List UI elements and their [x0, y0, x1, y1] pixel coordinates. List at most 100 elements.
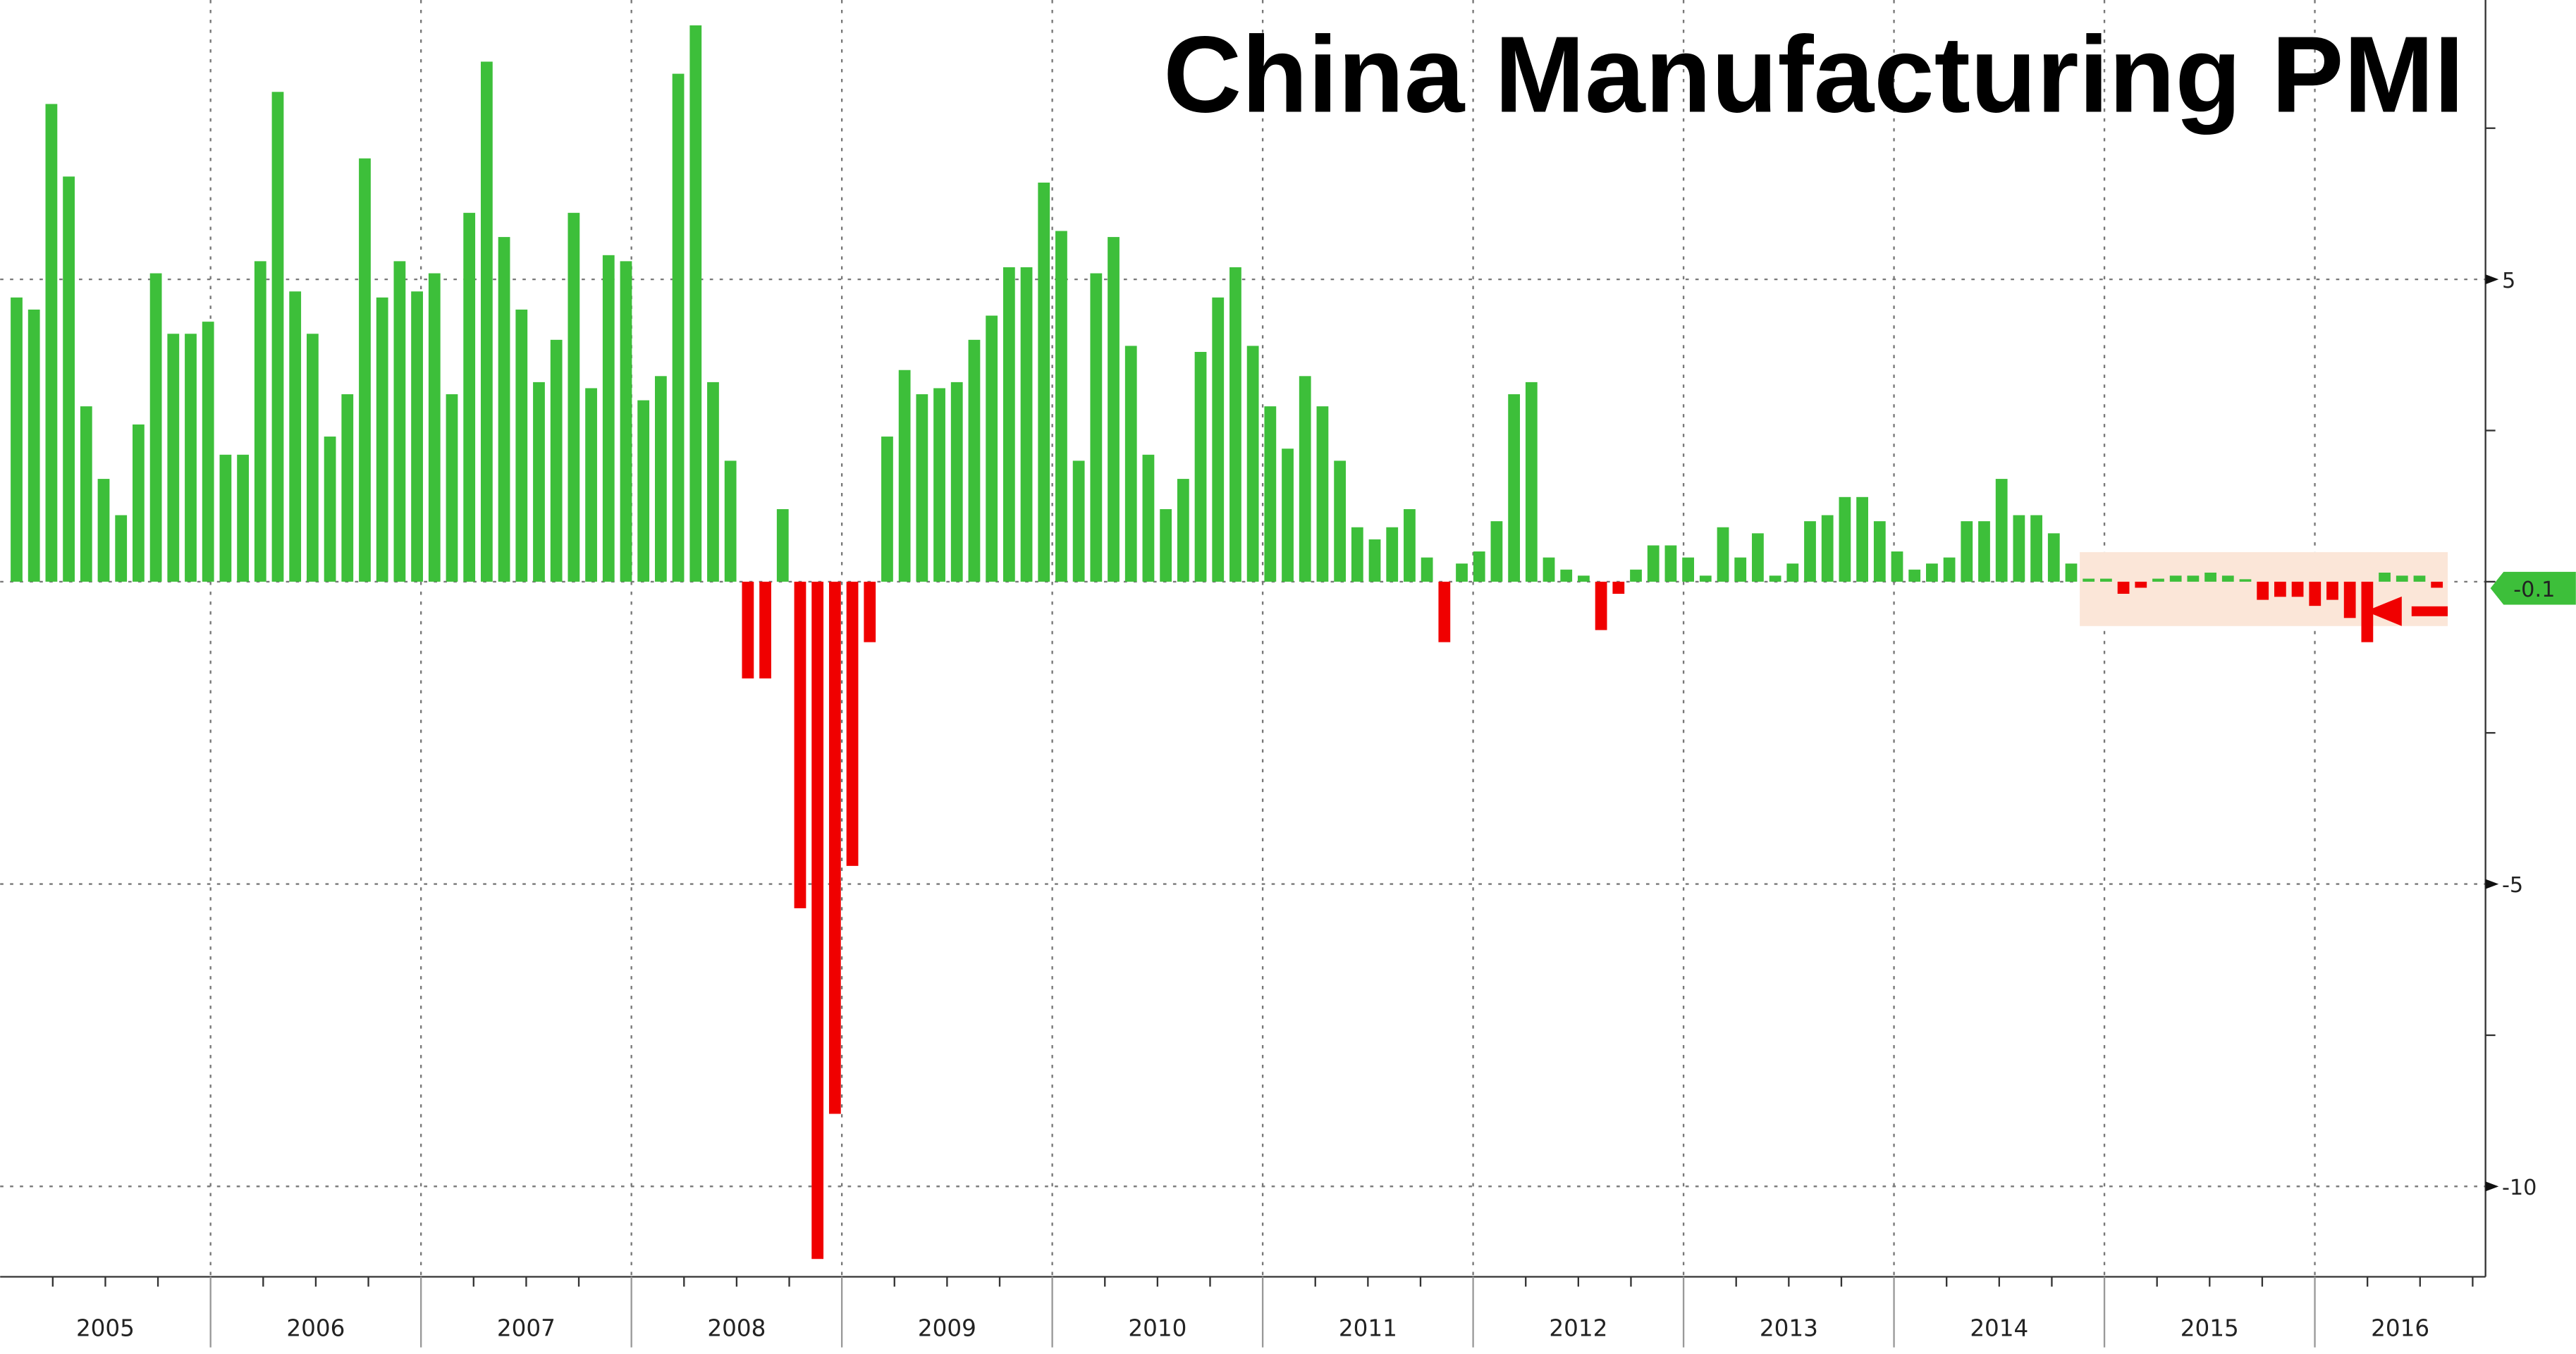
bar [2343, 581, 2356, 618]
bar [359, 158, 371, 582]
bar [533, 382, 545, 582]
bar [376, 297, 388, 582]
bar [115, 515, 128, 582]
year-label: 2012 [1549, 1315, 1607, 1341]
bar [1386, 527, 1399, 582]
bar [1508, 394, 1521, 582]
bar [2396, 575, 2408, 582]
bar [2239, 579, 2252, 582]
bar [2152, 578, 2164, 582]
bar [1560, 569, 1573, 582]
x-ticks: 2005 2006 2007 2008 2009 2010 2011 2012 2013 2014… [51, 1276, 2474, 1348]
bar [550, 339, 563, 582]
bar [1856, 496, 1868, 582]
bar [672, 73, 685, 582]
bar [707, 382, 719, 582]
bar [289, 291, 302, 582]
bar [828, 581, 841, 1114]
bar [1786, 563, 1799, 582]
bar [568, 212, 580, 582]
bar [2169, 575, 2182, 582]
bar [776, 508, 789, 582]
bar [1943, 557, 1956, 582]
year-label: 2005 [76, 1315, 135, 1341]
bar [254, 261, 266, 582]
y-tick-label: -10 [2502, 1176, 2537, 1200]
bar [1020, 267, 1033, 582]
bar [1769, 575, 1781, 582]
bar [794, 581, 806, 908]
bar [986, 315, 998, 582]
bar [1072, 461, 1085, 582]
bar [515, 309, 528, 582]
bar [1142, 454, 1155, 582]
bar [654, 376, 667, 582]
bar [846, 581, 859, 866]
bar [2013, 515, 2025, 582]
bar [480, 61, 493, 582]
bar [2221, 575, 2234, 582]
bar [1630, 569, 1642, 582]
bar [1682, 557, 1694, 582]
bar [341, 394, 354, 582]
bar [1717, 527, 1729, 582]
bar [11, 297, 23, 582]
year-label: 2007 [497, 1315, 556, 1341]
year-label: 2006 [286, 1315, 345, 1341]
bar [1421, 557, 1433, 582]
bar [1229, 267, 1241, 582]
bar [1542, 557, 1555, 582]
bar [1699, 575, 1712, 582]
bar [2379, 572, 2391, 582]
bar [1177, 479, 1189, 582]
year-label: 2011 [1339, 1315, 1397, 1341]
bar [393, 261, 406, 582]
bar [933, 388, 945, 582]
bar [1368, 539, 1381, 582]
bar [1995, 479, 2008, 582]
bar [1351, 527, 1363, 582]
bars [11, 25, 2443, 1260]
bar [324, 437, 336, 582]
bar [2257, 581, 2269, 600]
bar [1404, 508, 1416, 582]
bar [1334, 461, 1347, 582]
year-label: 2013 [1760, 1315, 1818, 1341]
bar [1212, 297, 1225, 582]
bar [185, 334, 197, 582]
bar [2204, 572, 2216, 582]
bar [1124, 346, 1137, 582]
bar [63, 176, 75, 582]
bar [411, 291, 423, 582]
bar [881, 437, 893, 582]
bar [916, 394, 928, 582]
bar [167, 334, 180, 582]
year-label: 2009 [918, 1315, 976, 1341]
bar [1438, 581, 1451, 642]
bar [463, 212, 476, 582]
bar [1316, 406, 1329, 582]
bar [2135, 581, 2147, 588]
bar [2100, 578, 2112, 582]
bar [1246, 346, 1259, 582]
y-tick-label: -5 [2502, 873, 2523, 898]
bar [97, 479, 110, 582]
bar [27, 309, 40, 582]
bar [428, 273, 441, 582]
bar [864, 581, 876, 642]
bar [1804, 521, 1816, 582]
bar [968, 339, 981, 582]
bar [237, 454, 249, 582]
bar [1734, 557, 1747, 582]
bar [1612, 581, 1625, 594]
bar [1002, 267, 1015, 582]
bar [1160, 508, 1172, 582]
bar [2083, 578, 2095, 582]
bar [1108, 237, 1120, 582]
red-arrow-icon [2365, 596, 2448, 626]
bar [585, 388, 597, 582]
bar [2291, 581, 2304, 597]
bar [2413, 575, 2426, 582]
bar [1873, 521, 1886, 582]
